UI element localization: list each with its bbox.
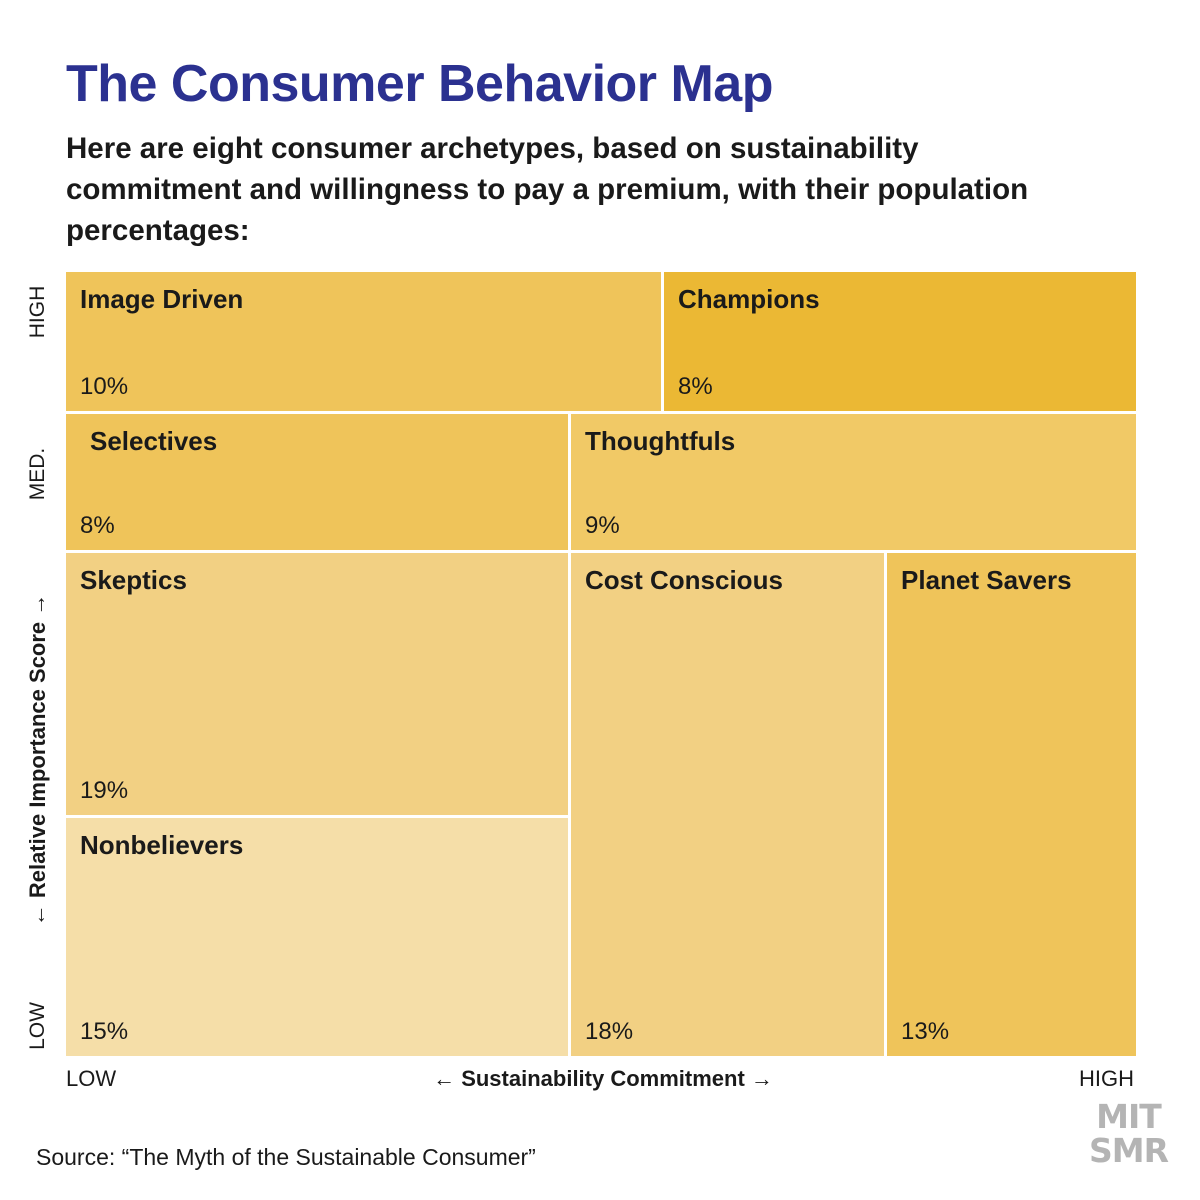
cell-name: Planet Savers	[901, 565, 1072, 595]
cell-name: Selectives	[90, 426, 218, 456]
cell-percent: 18%	[585, 1018, 634, 1045]
cell-name: Nonbelievers	[80, 830, 244, 860]
cell-nonbelievers: Nonbelievers 15%	[66, 818, 568, 1056]
chart-title: The Consumer Behavior Map	[66, 55, 773, 113]
cell-thoughtfuls: Thoughtfuls 9%	[571, 414, 1136, 550]
cell-name: Champions	[678, 284, 820, 314]
cell-name: Thoughtfuls	[585, 426, 736, 456]
cell-percent: 9%	[585, 512, 620, 539]
source-note: Source: “The Myth of the Sustainable Con…	[36, 1144, 536, 1170]
cell-percent: 8%	[80, 512, 115, 539]
cell-percent: 15%	[80, 1018, 129, 1045]
logo-line-1: MIT	[1096, 1097, 1162, 1136]
logo-line-2: SMR	[1088, 1131, 1169, 1170]
cell-cost-conscious: Cost Conscious 18%	[571, 553, 884, 1056]
behavior-map: Image Driven 10% Champions 8% Selectives 8% Th…	[66, 272, 1136, 1056]
cell-champions: Champions 8%	[664, 272, 1136, 411]
cell-percent: 19%	[80, 777, 129, 804]
cell-planet-savers: Planet Savers 13%	[887, 553, 1136, 1056]
y-axis-title: ← Relative Importance Score →	[25, 593, 50, 927]
cell-name: Image Driven	[80, 284, 244, 314]
cell-image-driven: Image Driven 10%	[66, 272, 661, 411]
y-tick-low: LOW	[26, 1002, 49, 1050]
cell-skeptics: Skeptics 19%	[66, 553, 568, 815]
x-axis-title: ← Sustainability Commitment →	[433, 1066, 773, 1091]
cell-name: Cost Conscious	[585, 565, 783, 595]
x-tick-high: HIGH	[1079, 1066, 1134, 1091]
cell-percent: 13%	[901, 1018, 950, 1045]
x-tick-low: LOW	[66, 1066, 117, 1091]
cell-selectives: Selectives 8%	[66, 414, 568, 550]
y-tick-high: HIGH	[26, 285, 49, 339]
chart-subtitle: Here are eight consumer archetypes, base…	[66, 132, 1029, 247]
cell-percent: 10%	[80, 373, 129, 400]
cell-percent: 8%	[678, 373, 713, 400]
cell-name: Skeptics	[80, 565, 187, 595]
mit-smr-logo: MIT SMR	[1088, 1097, 1169, 1170]
y-tick-med: MED.	[26, 447, 49, 501]
